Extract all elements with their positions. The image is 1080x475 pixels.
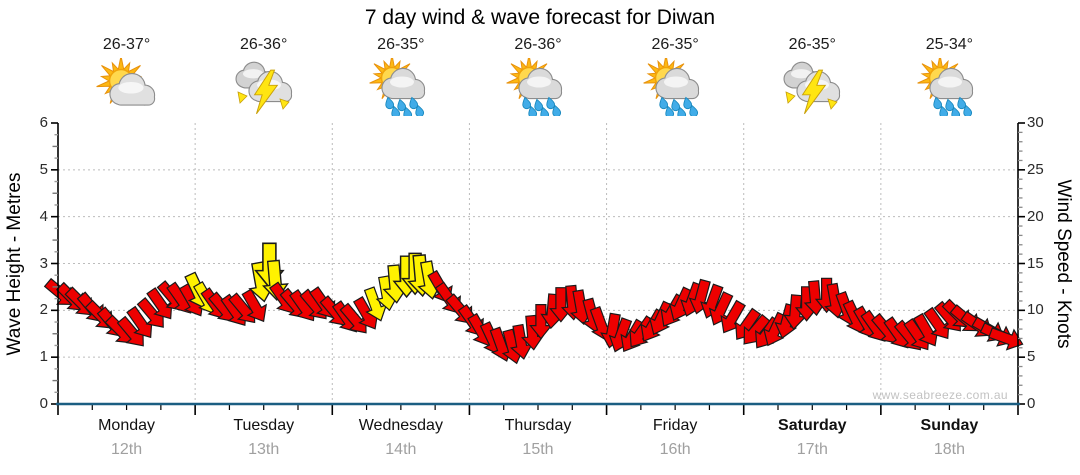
day-name-tuesday: Tuesday [233,417,295,434]
day-date-thursday: 15th [522,441,554,458]
temp-range-wednesday: 26-35° [377,36,425,53]
wave-height-tick-4: 4 [39,207,48,225]
wind-speed-tick-20: 20 [1027,207,1044,225]
weather-icon-sun-cloud-rain [500,54,576,121]
day-name-monday: Monday [98,417,156,434]
chart-title: 7 day wind & wave forecast for Diwan [364,6,716,29]
day-date-tuesday: 13th [248,441,280,458]
day-name-thursday: Thursday [504,417,572,434]
weather-icon-sun-cloud-rain [363,54,439,121]
watermark: www.seabreeze.com.au [872,388,1008,402]
day-name-saturday: Saturday [778,417,847,434]
wind-speed-tick-10: 10 [1027,301,1044,319]
day-date-friday: 16th [659,441,691,458]
wind-speed-tick-25: 25 [1027,160,1044,178]
temp-range-thursday: 26-36° [514,36,562,53]
wind-speed-tick-5: 5 [1027,348,1036,366]
wind-speed-tick-0: 0 [1027,395,1036,412]
wave-height-tick-0: 0 [39,395,48,412]
wave-height-tick-2: 2 [39,301,48,319]
day-date-saturday: 17th [796,441,828,458]
wind-speed-tick-30: 30 [1027,114,1044,131]
temp-range-friday: 26-35° [651,36,699,53]
wind-speed-tick-15: 15 [1027,254,1044,272]
day-date-sunday: 18th [933,441,965,458]
wave-height-tick-6: 6 [39,114,48,131]
weather-icon-storm [226,58,302,121]
temp-range-monday: 26-37° [102,36,151,53]
wave-height-tick-1: 1 [39,348,48,366]
weather-icon-sun-cloud [89,55,165,121]
wave-height-tick-5: 5 [39,160,48,178]
day-date-wednesday: 14th [385,441,417,458]
weather-icon-storm [774,58,850,121]
wave-height-tick-3: 3 [39,254,48,272]
weather-icon-sun-cloud-rain [911,54,987,121]
day-date-monday: 12th [110,441,143,458]
temp-range-saturday: 26-35° [788,36,836,53]
weather-icon-sun-cloud-rain [637,54,713,121]
day-name-wednesday: Wednesday [358,417,443,434]
day-name-sunday: Sunday [920,417,979,434]
day-name-friday: Friday [652,417,698,434]
temp-range-sunday: 25-34° [925,36,974,53]
temp-range-tuesday: 26-36° [240,36,288,53]
